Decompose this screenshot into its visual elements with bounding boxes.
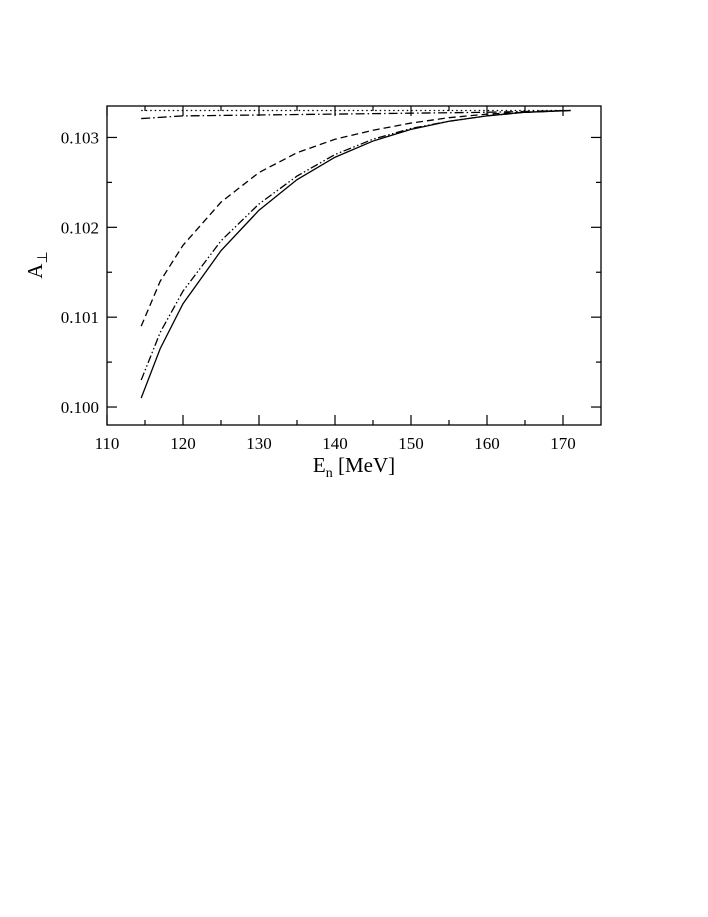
tick-labels: 110 120 130 140 150 160 170 0.100 0.101 0.102 0.10… bbox=[61, 128, 576, 453]
x-axis-label-sub: n bbox=[326, 466, 333, 481]
x-tick-label: 170 bbox=[550, 434, 576, 453]
x-tick-label: 160 bbox=[474, 434, 500, 453]
series-line-solid bbox=[140, 109, 571, 399]
series-line-dashed bbox=[140, 109, 571, 327]
x-tick-label: 110 bbox=[95, 434, 120, 453]
x-tick-label: 130 bbox=[246, 434, 272, 453]
x-tick-label: 140 bbox=[322, 434, 348, 453]
x-axis-label-unit: [MeV] bbox=[333, 453, 395, 477]
curves bbox=[140, 109, 571, 399]
x-axis-label: En [MeV] bbox=[313, 453, 395, 481]
x-tick-label: 120 bbox=[170, 434, 196, 453]
y-tick-label: 0.102 bbox=[61, 218, 99, 237]
y-tick-label: 0.103 bbox=[61, 128, 99, 147]
x-tick-label: 150 bbox=[398, 434, 424, 453]
series-line-dash-dot bbox=[141, 109, 571, 120]
y-axis-label-sub: ⊥ bbox=[36, 251, 51, 263]
y-axis-label-main: A bbox=[23, 263, 47, 279]
y-tick-label: 0.101 bbox=[61, 308, 99, 327]
y-tick-label: 0.100 bbox=[61, 398, 99, 417]
y-axis-label: A⊥ bbox=[23, 251, 51, 278]
axis-ticks bbox=[106, 106, 601, 425]
plot-frame bbox=[106, 105, 602, 426]
x-axis-label-main: E bbox=[313, 453, 326, 477]
series-line-dash-dot-dot bbox=[140, 109, 571, 381]
